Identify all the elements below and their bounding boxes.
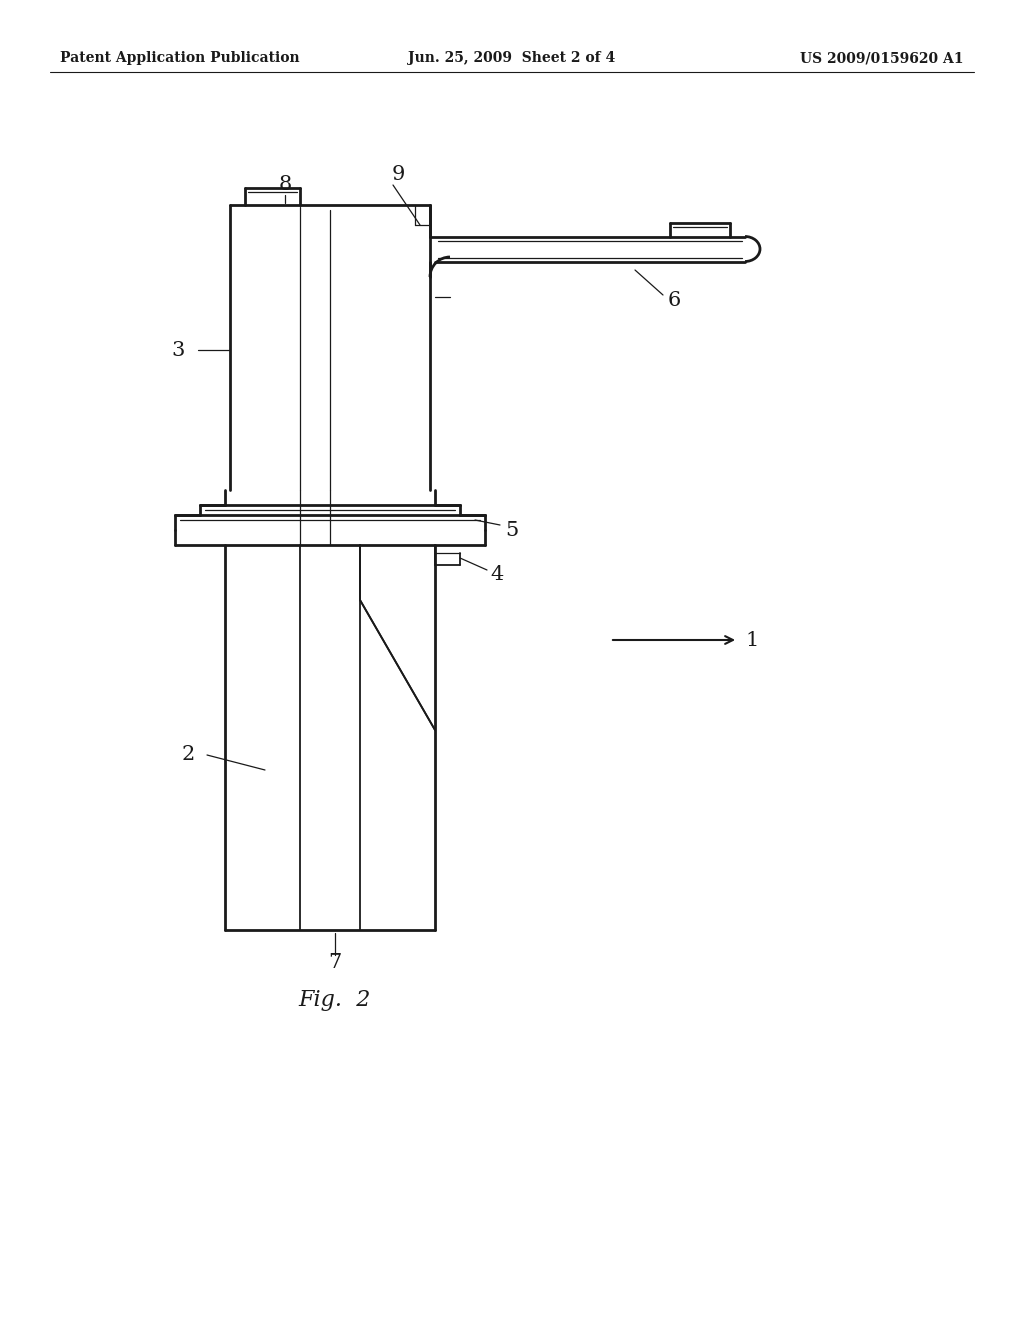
- Text: 2: 2: [181, 746, 195, 764]
- Text: 9: 9: [391, 165, 404, 185]
- Text: 8: 8: [279, 176, 292, 194]
- Text: 4: 4: [490, 565, 503, 585]
- Text: Fig.  2: Fig. 2: [299, 989, 371, 1011]
- Text: Patent Application Publication: Patent Application Publication: [60, 51, 300, 65]
- Text: 7: 7: [329, 953, 342, 973]
- Text: US 2009/0159620 A1: US 2009/0159620 A1: [801, 51, 964, 65]
- Text: 1: 1: [745, 631, 759, 649]
- Text: Jun. 25, 2009  Sheet 2 of 4: Jun. 25, 2009 Sheet 2 of 4: [409, 51, 615, 65]
- Text: 3: 3: [172, 341, 185, 359]
- Text: 5: 5: [505, 520, 518, 540]
- Text: 6: 6: [668, 290, 681, 309]
